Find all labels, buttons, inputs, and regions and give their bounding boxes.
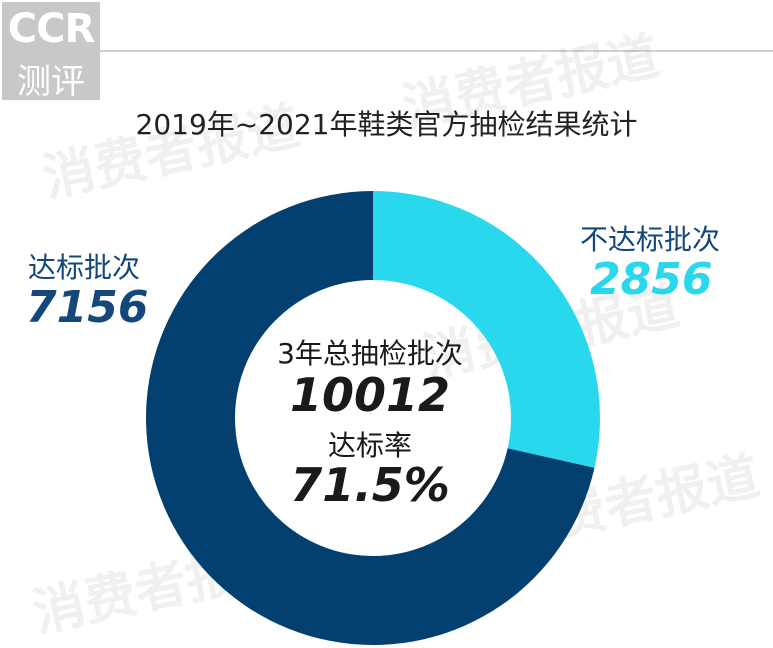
logo-top-text: CCR [7,6,96,52]
center-rate-value: 71.5% [290,458,450,512]
donut-slice-pass [145,191,595,645]
pass-label: 达标批次 [28,251,141,284]
center-total-label: 3年总抽检批次 [277,337,463,370]
fail-value: 2856 [590,254,713,305]
header-divider [100,50,773,52]
center-rate-label: 达标率 [327,429,412,462]
ccr-logo: CCR 测评 [2,2,100,102]
chart-title: 2019年~2021年鞋类官方抽检结果统计 [135,108,638,141]
pass-value: 7156 [26,282,149,333]
center-total-value: 10012 [289,368,451,422]
fail-label: 不达标批次 [580,223,721,256]
donut-slice-fail [373,191,600,468]
logo-bottom-text: 测评 [17,62,85,102]
